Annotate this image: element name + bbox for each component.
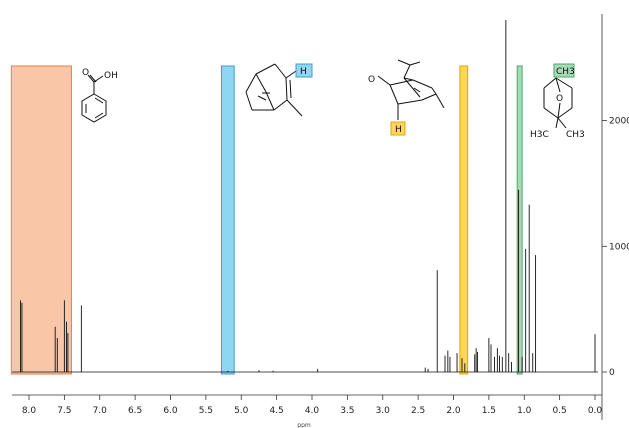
y-tick-label: 10000 xyxy=(609,242,629,252)
cineole-ch3-top-label: CH3 xyxy=(556,67,575,77)
x-tick-label: 3.0 xyxy=(376,406,391,416)
benzoic-acid-o-label: O xyxy=(82,68,89,78)
x-tick-label: 8.0 xyxy=(22,406,37,416)
camphor-h-highlight xyxy=(390,121,406,136)
x-tick-label: 0.5 xyxy=(552,406,566,416)
cineole-structure xyxy=(543,77,573,129)
benzoic-acid-oh-label: OH xyxy=(104,71,118,81)
camphor-o-label: O xyxy=(368,75,375,85)
spectrum-peaks xyxy=(20,20,596,372)
x-tick-label: 7.0 xyxy=(93,406,108,416)
camphor-structure xyxy=(377,59,445,120)
pinene-h-label: H xyxy=(300,67,307,77)
cineole-ch3-highlight xyxy=(553,63,575,78)
x-axis-ticks: 8.0 7.5 7.0 6.5 6.0 5.5 5.0 4.5 4.0 3.5 3.0 2.5 2.0 1… xyxy=(22,395,603,416)
region-camphor xyxy=(459,65,469,375)
camphor-h-label: H xyxy=(395,125,402,135)
cineole-o-label: O xyxy=(556,94,563,104)
x-axis-label: ppm xyxy=(297,422,311,428)
x-tick-label: 5.0 xyxy=(234,406,249,416)
pinene-structure xyxy=(245,63,303,117)
region-aromatic xyxy=(10,65,72,375)
pinene-h-highlight xyxy=(295,63,313,78)
y-tick-label: 20000 xyxy=(609,117,629,127)
y-tick-label: 0 xyxy=(609,368,615,378)
highlight-regions xyxy=(10,65,523,375)
x-tick-label: 1.5 xyxy=(482,406,496,416)
y-axis-ticks: 0 10000 20000 xyxy=(602,117,629,378)
x-tick-label: 3.5 xyxy=(340,406,354,416)
benzoic-acid-structure xyxy=(81,74,107,123)
x-tick-label: 6.0 xyxy=(163,406,178,416)
x-tick-label: 0.0 xyxy=(588,406,603,416)
x-tick-label: 2.5 xyxy=(411,406,425,416)
cineole-h3c-label: H3C xyxy=(530,130,549,140)
x-tick-label: 6.5 xyxy=(128,406,142,416)
cineole-ch3-right-label: CH3 xyxy=(566,130,585,140)
x-tick-label: 1.0 xyxy=(517,406,532,416)
x-tick-label: 7.5 xyxy=(57,406,71,416)
x-tick-label: 4.0 xyxy=(305,406,320,416)
x-tick-label: 4.5 xyxy=(269,406,283,416)
region-cineole xyxy=(516,65,523,375)
x-tick-label: 2.0 xyxy=(446,406,461,416)
region-vinyl xyxy=(220,65,235,375)
x-tick-label: 5.5 xyxy=(199,406,213,416)
